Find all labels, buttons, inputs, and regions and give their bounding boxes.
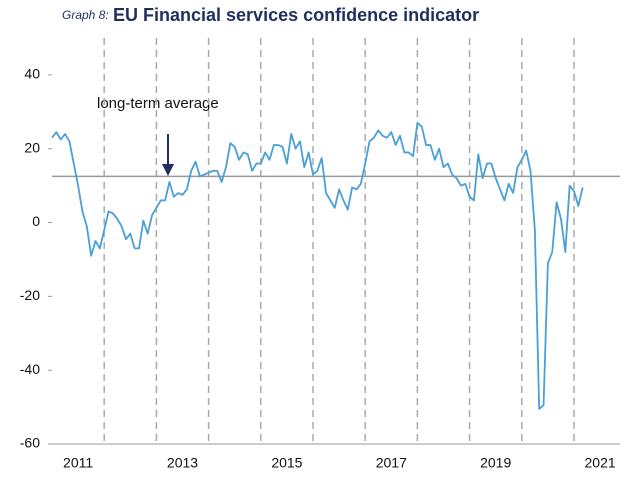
- x-tick-label: 2015: [271, 455, 302, 471]
- data-line: [51, 121, 584, 410]
- x-tick-label: 2021: [585, 455, 616, 471]
- y-tick-label: -40: [20, 361, 40, 377]
- y-tick-label: -20: [20, 287, 40, 303]
- y-tick-label: 20: [24, 139, 40, 155]
- chart-title-prefix: Graph 8:: [62, 8, 109, 22]
- y-tick-label: -60: [20, 435, 40, 451]
- x-tick-label: 2017: [376, 455, 407, 471]
- annotation: long-term average: [97, 95, 219, 112]
- x-tick-label: 2019: [480, 455, 511, 471]
- x-tick-label: 2013: [167, 455, 198, 471]
- chart-title: EU Financial services confidence indicat…: [113, 5, 479, 25]
- x-tick-label: 2011: [63, 455, 93, 471]
- annotation-arrowhead: [162, 164, 174, 176]
- y-tick-label: 0: [32, 213, 40, 229]
- y-tick-label: 40: [24, 66, 40, 82]
